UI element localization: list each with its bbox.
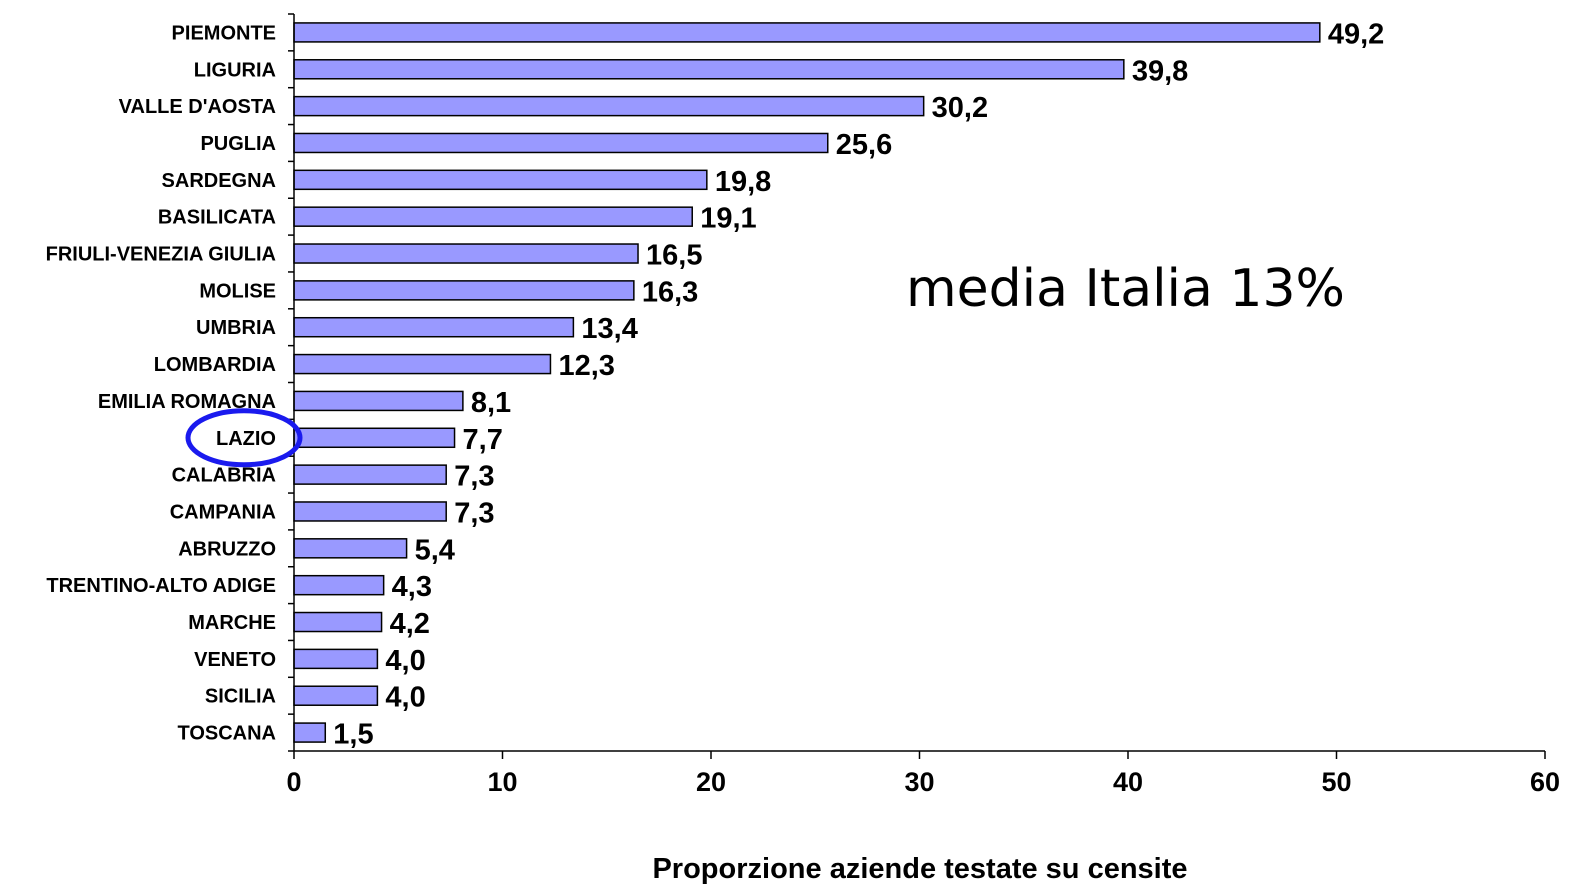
bar-valle-d-aosta xyxy=(293,95,925,117)
category-label: SICILIA xyxy=(205,686,276,708)
category-label: CAMPANIA xyxy=(170,501,276,523)
bar-molise xyxy=(293,280,635,301)
value-label: 4,0 xyxy=(385,645,425,677)
bar-lazio xyxy=(293,427,456,449)
bar-friuli-venezia-giulia xyxy=(293,243,639,264)
category-label: MARCHE xyxy=(188,612,276,634)
value-label: 4,3 xyxy=(392,571,432,603)
category-labels: PIEMONTE LIGURIA VALLE D'AOSTA PUGLIA SARDEG… xyxy=(46,22,276,744)
value-label: 49,2 xyxy=(1328,18,1384,50)
category-label: MOLISE xyxy=(199,280,276,302)
value-label: 19,1 xyxy=(700,203,756,235)
value-label: 8,1 xyxy=(471,387,511,419)
value-label: 7,7 xyxy=(463,424,503,456)
bar-toscana xyxy=(293,722,327,743)
value-label: 25,6 xyxy=(836,129,892,161)
axes xyxy=(288,13,1546,759)
category-label: TRENTINO-ALTO ADIGE xyxy=(46,575,276,597)
bar-sicilia xyxy=(293,685,379,706)
average-annotation: media Italia 13% xyxy=(906,259,1345,319)
bar-lombardia xyxy=(293,353,552,375)
bar-umbria xyxy=(293,316,575,338)
value-label: 7,3 xyxy=(454,497,494,529)
category-label: FRIULI-VENEZIA GIULIA xyxy=(46,244,276,266)
bar-sardegna xyxy=(293,169,708,191)
value-label: 16,3 xyxy=(642,276,698,308)
value-label: 7,3 xyxy=(454,461,494,493)
bar-basilicata xyxy=(293,206,693,227)
category-label: CALABRIA xyxy=(172,465,276,487)
x-tick-label: 60 xyxy=(1530,767,1560,797)
value-label: 5,4 xyxy=(415,534,455,566)
value-label: 30,2 xyxy=(932,92,988,124)
category-label: TOSCANA xyxy=(177,723,276,745)
value-label: 4,2 xyxy=(390,608,430,640)
value-label: 13,4 xyxy=(581,313,637,345)
bar-abruzzo xyxy=(293,538,408,559)
x-tick-label: 40 xyxy=(1113,767,1143,797)
category-label: PIEMONTE xyxy=(172,22,276,44)
category-label: LOMBARDIA xyxy=(154,354,276,376)
category-label: UMBRIA xyxy=(196,317,276,339)
x-tick-label: 0 xyxy=(286,767,301,797)
category-label: PUGLIA xyxy=(200,133,276,155)
category-label: BASILICATA xyxy=(158,207,276,229)
value-label: 1,5 xyxy=(333,719,373,751)
value-label: 19,8 xyxy=(715,166,771,198)
x-tick-label: 30 xyxy=(904,767,934,797)
category-label: SARDEGNA xyxy=(162,170,276,192)
value-labels: 49,2 39,8 30,2 25,6 19,8 19,1 16,5 16,313,4 12,3… xyxy=(333,18,1384,750)
x-tick-label: 50 xyxy=(1321,767,1351,797)
x-tick-label: 10 xyxy=(487,767,517,797)
x-tick-label: 20 xyxy=(696,767,726,797)
bar-marche xyxy=(293,611,383,633)
x-tick-labels: 0 10 20 30 40 50 60 xyxy=(286,767,1560,797)
value-label: 39,8 xyxy=(1132,55,1188,87)
category-label: VENETO xyxy=(194,649,276,671)
bar-trentino-alto-adige xyxy=(293,574,385,596)
bar-emilia-romagna xyxy=(293,390,464,412)
category-label: ABRUZZO xyxy=(178,538,276,560)
bar-puglia xyxy=(293,132,829,154)
value-label: 4,0 xyxy=(385,682,425,714)
category-label: LAZIO xyxy=(216,428,276,450)
x-axis-title: Proporzione aziende testate su censite xyxy=(652,853,1187,885)
bar-liguria xyxy=(293,59,1125,80)
value-label: 12,3 xyxy=(558,350,614,382)
bars-group xyxy=(293,22,1321,743)
highlight-ellipse xyxy=(185,408,303,468)
category-label: EMILIA ROMAGNA xyxy=(98,391,276,413)
value-label: 16,5 xyxy=(646,240,702,272)
category-label: LIGURIA xyxy=(194,59,276,81)
bar-calabria xyxy=(293,464,447,485)
bar-veneto xyxy=(293,648,379,670)
bar-campania xyxy=(293,501,447,522)
category-label: VALLE D'AOSTA xyxy=(119,96,276,118)
bar-piemonte xyxy=(293,22,1321,43)
